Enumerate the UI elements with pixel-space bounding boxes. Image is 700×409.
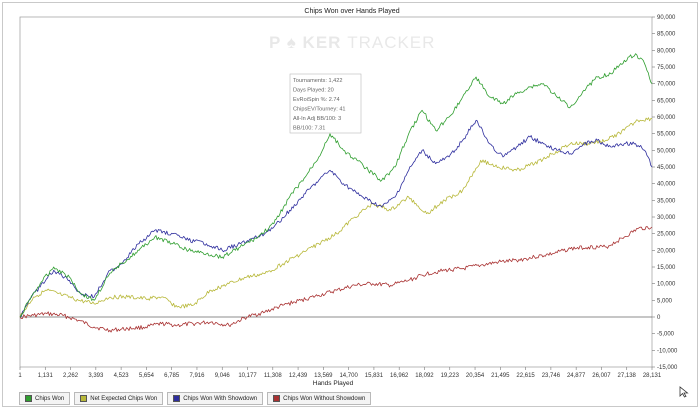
legend-label: Net Expected Chips Won: [90, 395, 158, 402]
pokertracker-watermark: P ♠ KER TRACKER: [269, 33, 435, 52]
y-tick-label: 75,000: [657, 65, 676, 71]
svg-text:P ♠ KER: P ♠ KER TRACKER: [269, 33, 435, 52]
y-tick-label: 65,000: [657, 98, 676, 104]
x-axis-title: Hands Played: [313, 380, 354, 387]
cursor-icon: [679, 386, 689, 398]
stats-line: ChipsEV/Tourney: 41: [293, 107, 346, 113]
watermark-part2: KER: [303, 33, 342, 52]
y-axis: 90,000 85,000 80,000 75,000 70,000 65,000 60,0…: [652, 15, 678, 371]
legend-swatch: [25, 395, 32, 402]
x-tick-label: 9,046: [215, 373, 231, 379]
stats-line: Days Played: 20: [293, 88, 334, 94]
x-tick-label: 2,262: [63, 373, 79, 379]
plot-area: [19, 16, 653, 368]
x-tick-label: 10,177: [238, 373, 257, 379]
stats-box-bg: [289, 73, 362, 134]
stats-line: All-In Adj BB/100: 3: [293, 116, 341, 122]
series-line: [19, 226, 653, 333]
x-tick-label: 7,916: [189, 373, 205, 379]
x-tick-label: 26,007: [592, 373, 611, 379]
x-tick-label: 22,615: [516, 373, 535, 379]
y-tick-label: -5,000: [657, 332, 675, 338]
legend-item[interactable]: Net Expected Chips Won: [74, 392, 164, 405]
x-tick-label: 6,785: [164, 373, 180, 379]
y-tick-label: 20,000: [657, 248, 676, 254]
spade-icon: ♠: [287, 33, 297, 52]
y-tick-label: 55,000: [657, 132, 676, 138]
x-tick-label: 1: [18, 373, 22, 379]
legend-label: Chips Won Without Showdown: [283, 395, 366, 402]
y-tick-label: 0: [657, 315, 661, 321]
watermark-part3: TRACKER: [347, 33, 435, 52]
series-line: [19, 119, 653, 318]
stats-line: BB/100: 7.31: [293, 126, 325, 132]
legend-swatch: [80, 395, 88, 402]
y-tick-label: 25,000: [657, 232, 676, 238]
series-line: [19, 53, 653, 318]
y-tick-label: 35,000: [657, 198, 676, 204]
y-tick-label: 85,000: [657, 32, 676, 38]
x-tick-label: 3,393: [88, 373, 104, 379]
x-tick-label: 15,831: [365, 373, 384, 379]
y-tick-label: -10,000: [657, 348, 678, 354]
y-tick-label: 45,000: [657, 165, 676, 171]
x-tick-label: 23,746: [542, 373, 561, 379]
y-tick-label: 90,000: [657, 15, 676, 21]
chart-canvas: Chips Won over Hands Played P ♠ KER TRAC…: [18, 8, 678, 387]
stats-box: Tournaments: 1,422 Days Played: 20 EvRoi…: [289, 73, 362, 134]
x-tick-label: 20,354: [466, 373, 485, 379]
legend-swatch: [173, 395, 181, 402]
legend-item[interactable]: Chips Won With Showdown: [167, 392, 264, 405]
x-tick-label: 12,439: [289, 373, 308, 379]
x-tick-label: 13,569: [314, 373, 333, 379]
y-tick-label: -15,000: [657, 365, 678, 371]
y-tick-label: 50,000: [657, 148, 676, 154]
chart-legend: Chips Won Net Expected Chips Won Chips Won…: [19, 392, 372, 405]
x-tick-label: 14,700: [339, 373, 358, 379]
legend-swatch: [273, 395, 281, 402]
x-tick-label: 27,138: [618, 373, 637, 379]
chart-title: Chips Won over Hands Played: [304, 8, 399, 15]
x-tick-label: 1,131: [38, 373, 54, 379]
legend-item[interactable]: Chips Won Without Showdown: [267, 392, 372, 405]
y-tick-label: 40,000: [657, 182, 676, 188]
stats-line: Tournaments: 1,422: [293, 78, 342, 84]
x-tick-label: 19,223: [441, 373, 460, 379]
y-tick-label: 80,000: [657, 48, 676, 54]
watermark-part1: P: [269, 33, 281, 52]
x-axis: 1 1,131 2,262 3,393 4,523 5,654 6,785 7,916 9,04…: [18, 367, 662, 379]
x-tick-label: 28,131: [643, 373, 662, 379]
y-tick-label: 60,000: [657, 115, 676, 121]
series-layer: [19, 53, 653, 333]
y-tick-label: 70,000: [657, 82, 676, 88]
legend-item[interactable]: Chips Won: [19, 392, 71, 405]
legend-label: Chips Won: [35, 395, 65, 402]
x-tick-label: 18,092: [415, 373, 434, 379]
plot-border: [19, 16, 653, 368]
x-tick-label: 5,654: [139, 373, 155, 379]
y-tick-label: 10,000: [657, 282, 676, 288]
x-tick-label: 24,877: [567, 373, 586, 379]
series-line: [19, 117, 653, 318]
legend-label: Chips Won With Showdown: [183, 395, 258, 402]
y-tick-label: 15,000: [657, 265, 676, 271]
x-tick-label: 11,308: [264, 373, 283, 379]
y-tick-label: 5,000: [657, 298, 673, 304]
y-tick-label: 30,000: [657, 215, 676, 221]
stats-line: EvRoiSpin %: 2.74: [293, 97, 340, 103]
x-tick-label: 16,962: [390, 373, 409, 379]
x-tick-label: 21,495: [491, 373, 510, 379]
x-tick-label: 4,523: [114, 373, 130, 379]
